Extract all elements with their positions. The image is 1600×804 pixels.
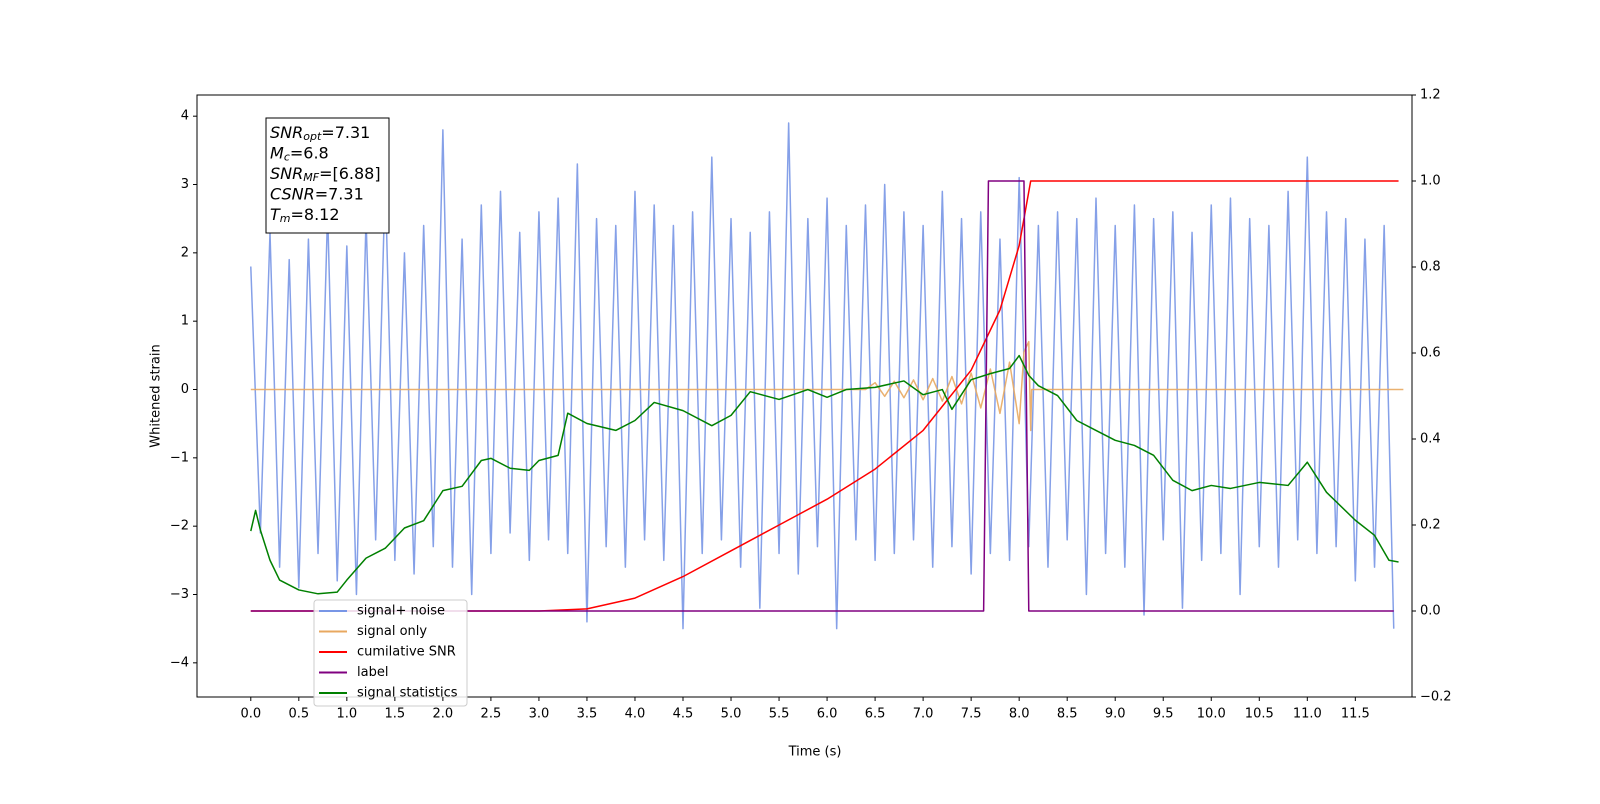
annotation-value: =6.8 [290,143,329,162]
legend-label: cumilative SNR [357,645,456,660]
annotation-frame [265,117,390,234]
x-tick-label: 9.5 [1153,707,1174,722]
y-tick-label: 1 [181,314,189,329]
x-tick-label: 6.5 [865,707,886,722]
y2-tick-label: −0.2 [1420,690,1452,705]
annotation-subscript: c [284,151,290,164]
annotation-line: SNRopt=7.31 [270,123,370,144]
x-tick-label: 11.5 [1341,707,1370,722]
annotation-value: =8.12 [291,205,340,224]
annotation-symbol: M [270,143,284,162]
y2-tick-label: 0.2 [1420,518,1441,533]
x-tick-label: 4.5 [673,707,694,722]
x-tick-label: 3.0 [529,707,550,722]
annotation-subscript: m [280,212,291,225]
x-tick-label: 11.0 [1293,707,1322,722]
y-tick-label: −2 [170,519,189,534]
annotation-symbol: T [270,205,281,224]
annotation-symbol: SNR [270,123,303,142]
legend-label: signal+ noise [357,604,445,619]
y2-tick-label: 0.4 [1420,432,1441,447]
x-tick-label: 1.0 [336,707,357,722]
x-tick-label: 7.0 [913,707,934,722]
x-tick-label: 2.5 [481,707,502,722]
x-tick-label: 8.5 [1057,707,1078,722]
y2-tick-label: 0.6 [1420,346,1441,361]
y-tick-label: 4 [181,109,189,124]
annotation-subscript: opt [303,130,322,143]
x-tick-label: 0.5 [288,707,309,722]
legend-label: label [357,665,388,680]
x-tick-label: 0.0 [240,707,261,722]
annotation-line: CSNR=7.31 [270,184,364,203]
annotation-value: =7.31 [315,184,364,203]
x-tick-label: 1.5 [385,707,406,722]
axes-frame [196,94,1413,698]
legend-label: signal statistics [357,686,458,701]
x-tick-label: 5.5 [769,707,790,722]
x-tick-label: 7.5 [961,707,982,722]
x-tick-label: 10.0 [1197,707,1226,722]
x-tick-label: 2.0 [433,707,454,722]
annotation-value: =[6.88] [319,164,381,183]
series-line [250,340,1404,432]
y2-tick-label: 1.2 [1420,88,1441,103]
x-axis-label: Time (s) [788,745,842,760]
series-line [250,180,1399,612]
series-line [250,122,1395,630]
annotation-line: SNRMF=[6.88] [270,164,381,185]
y2-tick-label: 0.0 [1420,604,1441,619]
y-tick-label: −1 [170,450,189,465]
y-tick-label: −4 [170,655,189,670]
x-tick-label: 6.0 [817,707,838,722]
x-tick-label: 3.5 [577,707,598,722]
series-line [250,180,1394,612]
legend-label: signal only [357,624,427,639]
annotation-line: Tm=8.12 [270,205,340,226]
y2-tick-label: 0.8 [1420,260,1441,275]
legend-frame [313,599,468,707]
annotation-line: Mc=6.8 [270,143,329,164]
legend: signal+ noise signal only cumilative SNR la… [313,599,468,707]
series-line [250,354,1399,595]
y-tick-label: −3 [170,587,189,602]
annotation-symbol: CSNR [270,184,315,203]
y-tick-label: 0 [181,382,189,397]
y-tick-label: 2 [181,245,189,260]
x-tick-label: 9.0 [1105,707,1126,722]
annotation-box: SNRopt=7.31Mc=6.8SNRMF=[6.88]CSNR=7.31Tm… [265,117,390,234]
x-tick-label: 8.0 [1009,707,1030,722]
annotation-subscript: MF [303,171,319,184]
x-tick-label: 4.0 [625,707,646,722]
y-tick-label: 3 [181,177,189,192]
annotation-symbol: SNR [270,164,303,183]
y-axis-label: Whitened strain [149,344,164,447]
x-tick-label: 5.0 [721,707,742,722]
plot-area [250,122,1404,630]
x-tick-label: 10.5 [1245,707,1274,722]
annotation-value: =7.31 [321,123,370,142]
y2-tick-label: 1.0 [1420,174,1441,189]
